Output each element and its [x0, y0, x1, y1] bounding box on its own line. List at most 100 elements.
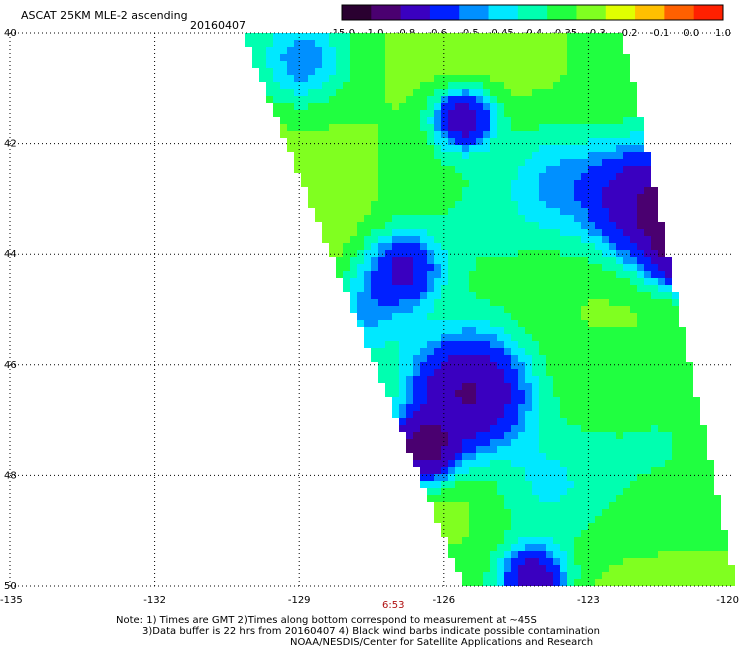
swath-cell	[679, 523, 686, 530]
swath-cell	[259, 40, 266, 47]
swath-cell	[637, 397, 644, 404]
swath-cell	[672, 327, 679, 334]
swath-cell	[504, 33, 511, 40]
swath-cell	[462, 558, 469, 565]
swath-cell	[441, 327, 448, 334]
swath-cell	[364, 138, 371, 145]
swath-cell	[623, 390, 630, 397]
swath-cell	[497, 327, 504, 334]
swath-cell	[301, 54, 308, 61]
swath-cell	[609, 54, 616, 61]
swath-cell	[602, 292, 609, 299]
swath-cell	[546, 180, 553, 187]
swath-cell	[413, 103, 420, 110]
swath-cell	[630, 96, 637, 103]
swath-cell	[511, 488, 518, 495]
swath-cell	[518, 530, 525, 537]
swath-cell	[343, 236, 350, 243]
swath-cell	[364, 159, 371, 166]
swath-cell	[441, 82, 448, 89]
swath-cell	[630, 404, 637, 411]
swath-cell	[434, 40, 441, 47]
swath-cell	[525, 474, 532, 481]
swath-cell	[301, 138, 308, 145]
swath-cell	[637, 229, 644, 236]
swath-cell	[441, 222, 448, 229]
swath-cell	[357, 187, 364, 194]
swath-cell	[581, 257, 588, 264]
swath-cell	[518, 495, 525, 502]
swath-cell	[504, 551, 511, 558]
swath-cell	[413, 306, 420, 313]
swath-cell	[525, 152, 532, 159]
swath-cell	[658, 313, 665, 320]
swath-cell	[518, 257, 525, 264]
swath-cell	[609, 572, 616, 579]
swath-cell	[490, 89, 497, 96]
swath-cell	[609, 306, 616, 313]
swath-cell	[630, 82, 637, 89]
swath-cell	[602, 376, 609, 383]
swath-cell	[413, 152, 420, 159]
swath-cell	[378, 376, 385, 383]
swath-cell	[420, 187, 427, 194]
swath-cell	[427, 341, 434, 348]
swath-cell	[644, 166, 651, 173]
swath-cell	[308, 180, 315, 187]
swath-cell	[371, 257, 378, 264]
swath-cell	[329, 243, 336, 250]
swath-cell	[315, 110, 322, 117]
swath-cell	[350, 40, 357, 47]
swath-cell	[553, 313, 560, 320]
swath-cell	[413, 285, 420, 292]
swath-cell	[546, 530, 553, 537]
swath-cell	[413, 320, 420, 327]
swath-cell	[686, 516, 693, 523]
swath-cell	[686, 376, 693, 383]
swath-cell	[385, 355, 392, 362]
swath-cell	[518, 488, 525, 495]
swath-cell	[448, 243, 455, 250]
swath-cell	[441, 229, 448, 236]
swath-cell	[686, 474, 693, 481]
swath-cell	[469, 103, 476, 110]
swath-cell	[616, 117, 623, 124]
swath-cell	[665, 327, 672, 334]
swath-cell	[553, 488, 560, 495]
swath-cell	[434, 467, 441, 474]
swath-cell	[343, 278, 350, 285]
swath-cell	[322, 215, 329, 222]
swath-cell	[553, 397, 560, 404]
swath-cell	[560, 481, 567, 488]
swath-cell	[588, 110, 595, 117]
swath-cell	[518, 110, 525, 117]
swath-cell	[420, 348, 427, 355]
swath-cell	[532, 306, 539, 313]
swath-cell	[364, 145, 371, 152]
swath-cell	[476, 166, 483, 173]
swath-cell	[273, 54, 280, 61]
swath-cell	[378, 117, 385, 124]
swath-cell	[476, 334, 483, 341]
swath-cell	[644, 215, 651, 222]
swath-cell	[623, 215, 630, 222]
swath-cell	[490, 467, 497, 474]
swath-cell	[336, 110, 343, 117]
swath-cell	[560, 558, 567, 565]
swath-cell	[651, 187, 658, 194]
swath-cell	[651, 278, 658, 285]
swath-cell	[322, 61, 329, 68]
swath-cell	[448, 110, 455, 117]
swath-cell	[364, 201, 371, 208]
swath-cell	[357, 47, 364, 54]
swath-cell	[553, 467, 560, 474]
swath-cell	[497, 285, 504, 292]
swath-cell	[630, 124, 637, 131]
swath-cell	[623, 222, 630, 229]
swath-cell	[413, 243, 420, 250]
swath-cell	[518, 40, 525, 47]
swath-cell	[448, 306, 455, 313]
swath-cell	[672, 439, 679, 446]
swath-cell	[665, 481, 672, 488]
swath-cell	[455, 306, 462, 313]
